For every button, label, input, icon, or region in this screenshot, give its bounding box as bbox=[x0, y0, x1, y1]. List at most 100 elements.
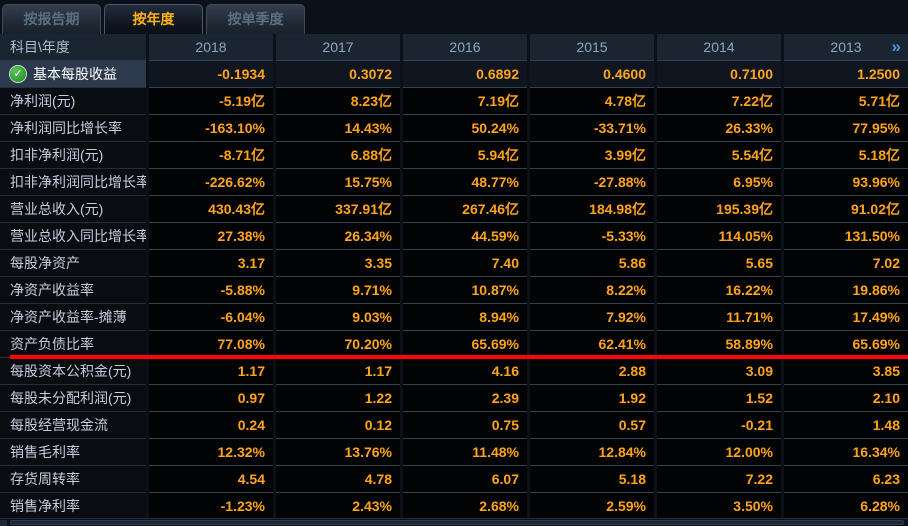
value-cell: 1.52 bbox=[657, 384, 781, 411]
row-label: 净资产收益率 bbox=[10, 282, 94, 298]
row-label: 扣非净利润(元) bbox=[10, 147, 104, 163]
value-cell: 11.71% bbox=[657, 303, 781, 330]
value-cell: 26.34% bbox=[276, 222, 400, 249]
tab-by-year[interactable]: 按年度 bbox=[104, 4, 203, 34]
value-cell: 12.84% bbox=[530, 438, 654, 465]
row-label: 存货周转率 bbox=[10, 471, 80, 487]
value-cell: -33.71% bbox=[530, 114, 654, 141]
value-cell: 15.75% bbox=[276, 168, 400, 195]
value-cell: 11.48% bbox=[403, 438, 527, 465]
row-label-cell[interactable]: 存货周转率 bbox=[0, 465, 146, 492]
value-cell: 2.88 bbox=[530, 357, 654, 384]
row-label-cell[interactable]: 净资产收益率-摊薄 bbox=[0, 303, 146, 330]
row-label-cell[interactable]: 每股经营现金流 bbox=[0, 411, 146, 438]
green-check-icon: ✓ bbox=[10, 66, 26, 82]
value-cell: 4.78 bbox=[276, 465, 400, 492]
value-cell: 1.17 bbox=[276, 357, 400, 384]
value-cell: -5.88% bbox=[149, 276, 273, 303]
row-label-cell[interactable]: 销售毛利率 bbox=[0, 438, 146, 465]
row-label-cell[interactable]: 扣非净利润同比增长率 bbox=[0, 168, 146, 195]
value-cell: 6.07 bbox=[403, 465, 527, 492]
value-cell: -0.1934 bbox=[149, 60, 273, 87]
row-label-cell[interactable]: 资产负债比率 bbox=[0, 330, 146, 357]
value-cell: 5.18亿 bbox=[784, 141, 908, 168]
column-header-2014: 2014 bbox=[657, 34, 781, 60]
value-cell: 5.65 bbox=[657, 249, 781, 276]
value-cell: 16.34% bbox=[784, 438, 908, 465]
value-cell: 48.77% bbox=[403, 168, 527, 195]
row-label: 每股未分配利润(元) bbox=[10, 390, 132, 406]
value-cell: 0.3072 bbox=[276, 60, 400, 87]
row-label: 资产负债比率 bbox=[10, 336, 94, 352]
value-cell: -5.19亿 bbox=[149, 87, 273, 114]
scrollbar-thumb[interactable] bbox=[10, 520, 904, 525]
value-cell: 3.85 bbox=[784, 357, 908, 384]
row-label-cell[interactable]: 扣非净利润(元) bbox=[0, 141, 146, 168]
value-cell: 1.2500 bbox=[784, 60, 908, 87]
row-label-cell[interactable]: 净利润同比增长率 bbox=[0, 114, 146, 141]
value-cell: 3.35 bbox=[276, 249, 400, 276]
value-cell: 6.23 bbox=[784, 465, 908, 492]
tab-by-single-quarter[interactable]: 按单季度 bbox=[206, 4, 305, 34]
value-cell: -1.23% bbox=[149, 492, 273, 519]
row-label: 净利润同比增长率 bbox=[10, 120, 122, 136]
table-row: 营业总收入(元) 430.43亿 337.91亿 267.46亿 184.98亿 195.… bbox=[0, 195, 908, 222]
row-label-cell[interactable]: ✓ 基本每股收益 bbox=[0, 60, 146, 87]
value-cell: 195.39亿 bbox=[657, 195, 781, 222]
column-header-2013: 2013 » bbox=[784, 34, 908, 60]
value-cell: 2.39 bbox=[403, 384, 527, 411]
row-label: 基本每股收益 bbox=[33, 66, 117, 82]
value-cell: 2.10 bbox=[784, 384, 908, 411]
value-cell: 3.50% bbox=[657, 492, 781, 519]
row-label-cell[interactable]: 净利润(元) bbox=[0, 87, 146, 114]
value-cell: 77.95% bbox=[784, 114, 908, 141]
value-cell: 12.00% bbox=[657, 438, 781, 465]
row-label-cell[interactable]: 每股未分配利润(元) bbox=[0, 384, 146, 411]
row-label: 营业总收入(元) bbox=[10, 201, 104, 217]
table-row: 每股未分配利润(元) 0.97 1.22 2.39 1.92 1.52 2.10 bbox=[0, 384, 908, 411]
value-cell: -27.88% bbox=[530, 168, 654, 195]
value-cell: 5.18 bbox=[530, 465, 654, 492]
value-cell: 50.24% bbox=[403, 114, 527, 141]
value-cell: 337.91亿 bbox=[276, 195, 400, 222]
value-cell: -6.04% bbox=[149, 303, 273, 330]
value-cell: 0.7100 bbox=[657, 60, 781, 87]
table-row: 净利润同比增长率 -163.10% 14.43% 50.24% -33.71% 26.33… bbox=[0, 114, 908, 141]
value-cell: 7.22 bbox=[657, 465, 781, 492]
row-label-cell[interactable]: 销售净利率 bbox=[0, 492, 146, 519]
value-cell: -163.10% bbox=[149, 114, 273, 141]
value-cell: 13.76% bbox=[276, 438, 400, 465]
row-label-cell[interactable]: 每股净资产 bbox=[0, 249, 146, 276]
row-label: 销售毛利率 bbox=[10, 444, 80, 460]
table-header-row: 科目\年度 2018 2017 2016 2015 2014 2013 » bbox=[0, 34, 908, 60]
row-label-cell[interactable]: 净资产收益率 bbox=[0, 276, 146, 303]
value-cell: 9.71% bbox=[276, 276, 400, 303]
more-columns-icon[interactable]: » bbox=[891, 37, 902, 56]
row-label: 每股资本公积金(元) bbox=[10, 363, 132, 379]
row-label-cell[interactable]: 营业总收入同比增长率 bbox=[0, 222, 146, 249]
table-row: 每股资本公积金(元) 1.17 1.17 4.16 2.88 3.09 3.85 bbox=[0, 357, 908, 384]
value-cell: 6.88亿 bbox=[276, 141, 400, 168]
year-label: 2015 bbox=[576, 39, 608, 55]
value-cell: 1.17 bbox=[149, 357, 273, 384]
row-label: 扣非净利润同比增长率 bbox=[10, 174, 146, 190]
value-cell: 430.43亿 bbox=[149, 195, 273, 222]
row-label: 每股净资产 bbox=[10, 255, 80, 271]
value-cell: 14.43% bbox=[276, 114, 400, 141]
table-row: 资产负债比率 77.08% 70.20% 65.69% 62.41% 58.89% 65.6… bbox=[0, 330, 908, 359]
value-cell: 9.03% bbox=[276, 303, 400, 330]
table-row: 销售毛利率 12.32% 13.76% 11.48% 12.84% 12.00% 16.34… bbox=[0, 438, 908, 465]
value-cell: 0.12 bbox=[276, 411, 400, 438]
value-cell: 1.92 bbox=[530, 384, 654, 411]
value-cell: 7.92% bbox=[530, 303, 654, 330]
row-label-cell[interactable]: 每股资本公积金(元) bbox=[0, 357, 146, 384]
value-cell: 16.22% bbox=[657, 276, 781, 303]
value-cell: 5.94亿 bbox=[403, 141, 527, 168]
value-cell: 1.48 bbox=[784, 411, 908, 438]
tab-by-report-period[interactable]: 按报告期 bbox=[2, 4, 101, 34]
horizontal-scrollbar[interactable] bbox=[0, 518, 908, 526]
period-tabs: 按报告期 按年度 按单季度 bbox=[0, 0, 908, 34]
row-label-cell[interactable]: 营业总收入(元) bbox=[0, 195, 146, 222]
value-cell: 19.86% bbox=[784, 276, 908, 303]
table-row: 营业总收入同比增长率 27.38% 26.34% 44.59% -5.33% 114.05… bbox=[0, 222, 908, 249]
